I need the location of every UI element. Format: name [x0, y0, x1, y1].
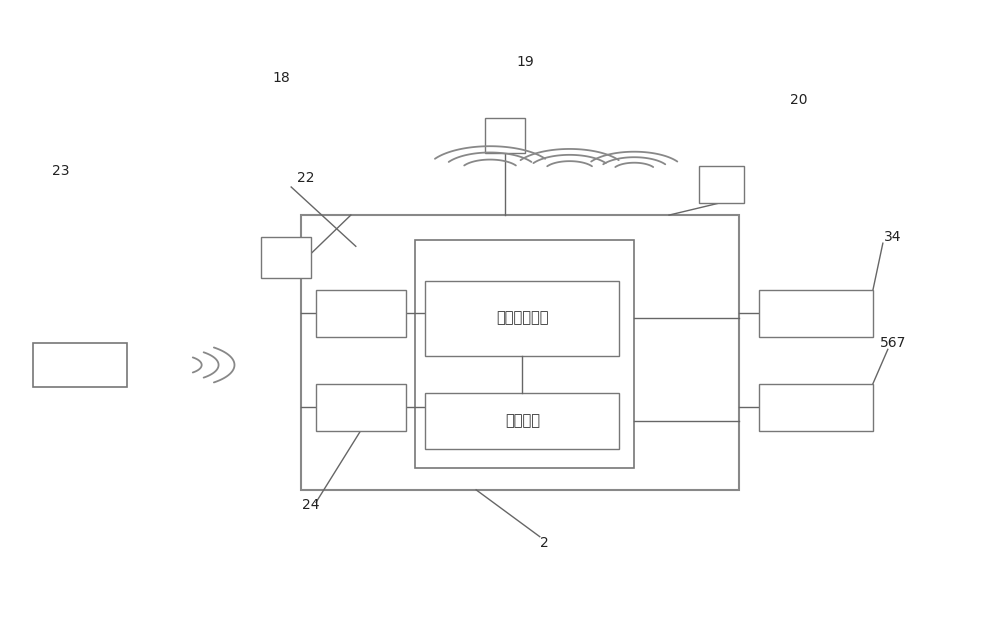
Text: 34: 34: [884, 230, 902, 244]
Text: 24: 24: [302, 498, 320, 512]
Bar: [316, 384, 406, 430]
Bar: [415, 240, 634, 468]
Bar: [301, 215, 739, 490]
Text: 18: 18: [272, 71, 290, 84]
Bar: [261, 237, 311, 278]
Bar: [759, 384, 873, 430]
Bar: [316, 290, 406, 337]
Text: 信号处理系统: 信号处理系统: [496, 311, 549, 326]
Text: 23: 23: [52, 164, 69, 178]
Bar: [699, 166, 744, 203]
Text: 567: 567: [880, 336, 906, 350]
Bar: [33, 343, 127, 387]
Text: 2: 2: [540, 536, 549, 550]
Bar: [425, 393, 619, 449]
Bar: [759, 290, 873, 337]
Text: 22: 22: [297, 171, 315, 185]
Bar: [485, 118, 525, 152]
Text: 20: 20: [790, 93, 807, 106]
Bar: [425, 280, 619, 355]
Text: 19: 19: [516, 55, 534, 69]
Text: 控制系统: 控制系统: [505, 414, 540, 428]
